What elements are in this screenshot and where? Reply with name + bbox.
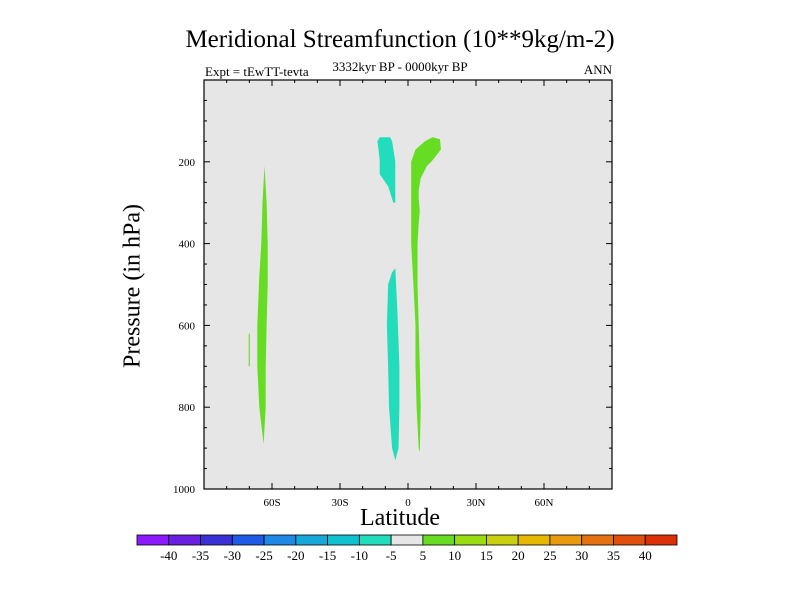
- colorbar-box: [136, 534, 170, 546]
- colorbar-label: -20: [287, 548, 304, 563]
- colorbar-box: [581, 534, 614, 546]
- x-tick-label: 0: [405, 497, 411, 509]
- colorbar-label: -10: [351, 548, 368, 563]
- colorbar-box: [327, 534, 360, 546]
- x-axis-label: Latitude: [360, 505, 440, 531]
- colorbar-label: 35: [607, 548, 620, 563]
- plot-background: [204, 80, 612, 489]
- southern-midlatitude-positive-cell: [257, 165, 268, 444]
- colorbar-label: 10: [448, 548, 461, 563]
- colorbar-label: -5: [386, 548, 397, 563]
- y-tick-label: 400: [179, 239, 196, 251]
- colorbar-box: [454, 534, 487, 546]
- y-tick-label: 800: [179, 402, 196, 414]
- experiment-label: Expt = tEwTT-tevta: [205, 64, 309, 79]
- x-tick-label: 60S: [263, 497, 280, 509]
- colorbar-label: -35: [192, 548, 209, 563]
- southern-thin-positive-sliver: [248, 333, 250, 367]
- x-tick-label: 30N: [467, 497, 486, 509]
- colorbar-label: 25: [543, 548, 556, 563]
- upper-equatorial-negative-cell: [377, 137, 396, 203]
- chart-title: Meridional Streamfunction (10**9kg/m-2): [185, 26, 615, 53]
- colorbar-label: 30: [575, 548, 588, 563]
- y-tick-label: 600: [179, 320, 196, 332]
- colorbar-label: 20: [512, 548, 525, 563]
- colorbar-box: [263, 534, 297, 546]
- y-tick-label: 200: [179, 157, 196, 169]
- colorbar-box: [390, 534, 424, 546]
- equatorial-positive-cell: [411, 137, 441, 453]
- colorbar-box: [613, 534, 646, 546]
- colorbar-label: -40: [160, 548, 177, 563]
- colorbar-label: -15: [319, 548, 336, 563]
- colorbar-label: 40: [639, 548, 652, 563]
- colorbar-box: [422, 534, 456, 546]
- season-label: ANN: [583, 62, 612, 77]
- colorbar-label: -25: [255, 548, 272, 563]
- colorbar-box: [644, 534, 678, 546]
- colorbar-box: [517, 534, 551, 546]
- colorbar-box: [168, 534, 201, 546]
- colorbar-box: [358, 534, 392, 546]
- colorbar-box: [231, 534, 265, 546]
- colorbar-label: 15: [480, 548, 493, 563]
- time-range-label: 3332kyr BP - 0000kyr BP: [332, 59, 468, 74]
- y-tick-label: 1000: [173, 484, 196, 496]
- colorbar-box: [295, 534, 328, 546]
- x-tick-label: 30S: [331, 497, 348, 509]
- colorbar-box: [549, 534, 583, 546]
- colorbar-box: [200, 534, 233, 546]
- lower-equatorial-negative-cell: [386, 268, 400, 461]
- x-tick-label: 60N: [535, 497, 554, 509]
- colorbar-label: 5: [420, 548, 427, 563]
- colorbar-label: -30: [224, 548, 241, 563]
- colorbar-box: [486, 534, 519, 546]
